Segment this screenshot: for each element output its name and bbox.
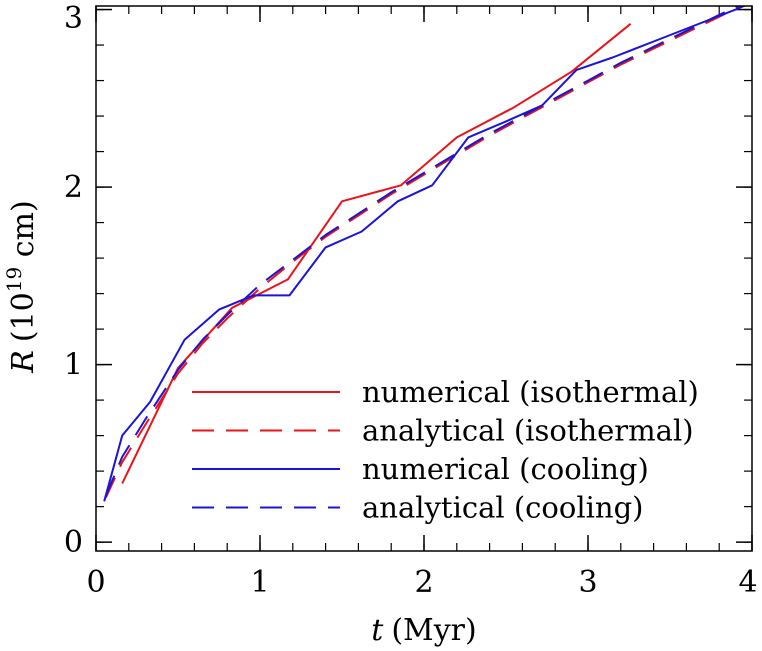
series-line-analytical-cooling [104, 6, 740, 497]
x-tick-label: 3 [578, 565, 597, 600]
y-tick-label: 1 [64, 348, 83, 383]
y-axis-label: R (1019 cm) [2, 200, 41, 373]
legend-label-numerical-cooling: numerical (cooling) [362, 452, 649, 486]
series-line-numerical-isothermal [121, 23, 632, 484]
legend: numerical (isothermal) analytical (isothe… [192, 375, 699, 525]
legend-label-numerical-isothermal: numerical (isothermal) [362, 375, 699, 409]
x-axis-label: t (Myr) [371, 613, 476, 648]
series-lines [103, 6, 747, 502]
y-axis-unit-exponent: 19 [2, 267, 26, 292]
legend-label-analytical-cooling: analytical (cooling) [362, 491, 643, 525]
y-tick-label: 2 [64, 170, 83, 205]
series-line-numerical-cooling [103, 6, 747, 502]
y-tick-label: 3 [64, 1, 83, 36]
y-axis-symbol: R [6, 350, 41, 374]
y-axis-unit-prefix: (10 [6, 292, 41, 342]
y-axis-unit-suffix: cm) [6, 200, 41, 267]
legend-label-analytical-isothermal: analytical (isothermal) [362, 414, 694, 448]
x-tick-label: 2 [414, 565, 433, 600]
y-tick-label: 0 [64, 525, 83, 560]
x-tick-label: 0 [86, 565, 105, 600]
tick-labels: 0 1 2 3 4 0 1 2 3 [64, 1, 758, 600]
x-tick-label: 4 [738, 565, 757, 600]
series-line-analytical-isothermal [104, 6, 744, 499]
x-tick-label: 1 [250, 565, 269, 600]
x-axis-unit: (Myr) [391, 613, 476, 648]
x-axis-symbol: t [371, 613, 384, 648]
plot-frame [95, 5, 753, 552]
